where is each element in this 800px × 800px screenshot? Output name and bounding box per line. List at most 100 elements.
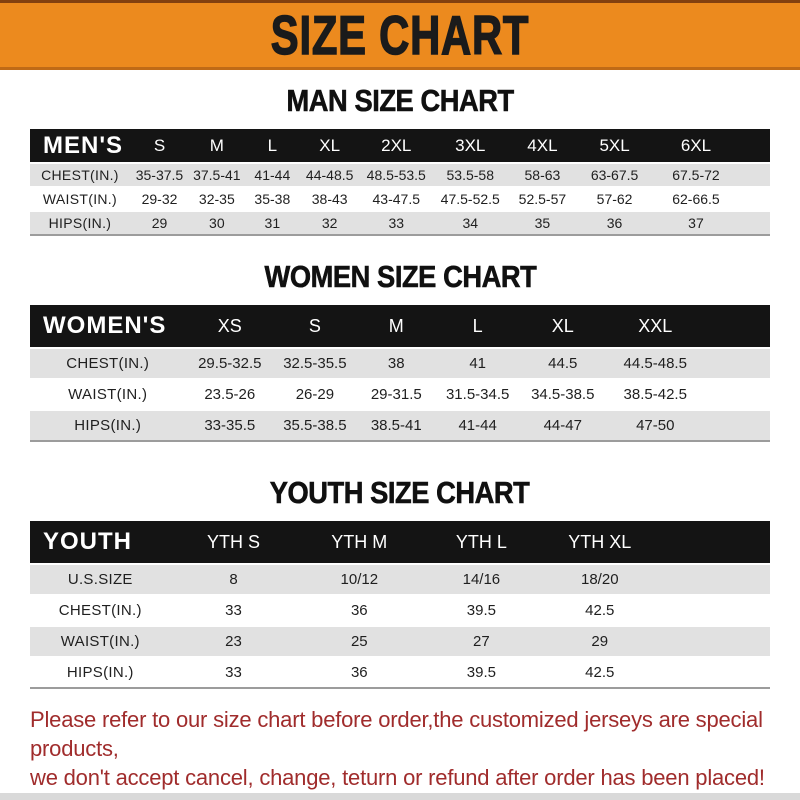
size-value-cell: 25 <box>296 625 423 657</box>
banner-title: SIZE CHART <box>270 3 530 66</box>
size-column-header: 5XL <box>577 129 652 163</box>
youth-size-table: YOUTH YTH S YTH M YTH L YTH XL U.S.SIZE 8 10/12… <box>30 521 770 689</box>
empty-cell <box>703 409 770 441</box>
measurement-row: WAIST(IN.) 23 25 27 29 <box>30 625 770 657</box>
size-header-row: WOMEN'S XS S M L XL XXL <box>30 305 770 348</box>
man-section-heading: MAN SIZE CHART <box>0 83 800 118</box>
size-value-cell: 34 <box>433 210 508 235</box>
size-value-cell: 36 <box>577 210 652 235</box>
size-value-cell: 31 <box>244 210 301 235</box>
row-label: CHEST(IN.) <box>30 162 130 187</box>
youth-section-heading: YOUTH SIZE CHART <box>0 475 800 510</box>
measurement-row: HIPS(IN.) 33-35.5 35.5-38.5 38.5-41 41-44 44-… <box>30 409 770 441</box>
table-group-label: WOMEN'S <box>30 305 186 348</box>
size-value-cell: 44-48.5 <box>300 162 360 187</box>
size-value-cell: 30 <box>189 210 245 235</box>
size-value-cell: 32.5-35.5 <box>274 347 356 379</box>
size-value-cell: 47.5-52.5 <box>433 186 508 211</box>
size-column-header: S <box>274 305 356 348</box>
size-value-cell: 57-62 <box>577 186 652 211</box>
men-size-table: MEN'S S M L XL 2XL 3XL 4XL 5XL 6XL CHEST(IN.) 35-37… <box>30 129 770 236</box>
size-column-header: 3XL <box>433 129 508 163</box>
row-label: U.S.SIZE <box>30 563 171 595</box>
row-label: HIPS(IN.) <box>30 409 186 441</box>
youth-section-heading-text: YOUTH SIZE CHART <box>270 475 531 510</box>
row-label: WAIST(IN.) <box>30 625 171 657</box>
measurement-row: WAIST(IN.) 29-32 32-35 35-38 38-43 43-47.5 47.… <box>30 186 770 211</box>
size-value-cell: 33 <box>170 594 297 626</box>
measurement-row: HIPS(IN.) 29 30 31 32 33 34 35 36 37 <box>30 210 770 235</box>
size-column-header: XXL <box>607 305 704 348</box>
women-size-table: WOMEN'S XS S M L XL XXL CHEST(IN.) 29.5-32.5 32.5… <box>30 305 770 442</box>
banner: SIZE CHART <box>0 0 800 70</box>
empty-cell <box>658 563 770 595</box>
size-value-cell: 38-43 <box>300 186 360 211</box>
size-column-header: YTH XL <box>540 521 659 564</box>
man-section-heading-text: MAN SIZE CHART <box>286 83 514 118</box>
empty-cell <box>740 162 770 187</box>
size-value-cell: 63-67.5 <box>577 162 652 187</box>
size-value-cell: 37 <box>651 210 741 235</box>
size-value-cell: 29-32 <box>129 186 190 211</box>
size-value-cell: 35 <box>507 210 578 235</box>
size-value-cell: 35-38 <box>244 186 301 211</box>
size-column-header: XL <box>518 305 608 348</box>
size-value-cell: 41 <box>436 347 519 379</box>
size-value-cell: 53.5-58 <box>433 162 508 187</box>
size-value-cell: 36 <box>296 594 423 626</box>
size-value-cell: 29 <box>540 625 659 657</box>
size-value-cell: 31.5-34.5 <box>436 378 519 410</box>
size-column-header: S <box>129 129 190 163</box>
size-value-cell: 38.5-41 <box>355 409 437 441</box>
size-value-cell: 35.5-38.5 <box>274 409 356 441</box>
empty-header-cell <box>658 521 770 564</box>
size-header-row: MEN'S S M L XL 2XL 3XL 4XL 5XL 6XL <box>30 129 770 163</box>
size-column-header: XS <box>185 305 275 348</box>
size-value-cell: 42.5 <box>540 656 659 688</box>
size-value-cell: 23 <box>170 625 297 657</box>
size-column-header: M <box>355 305 437 348</box>
measurement-row: U.S.SIZE 8 10/12 14/16 18/20 <box>30 563 770 595</box>
size-value-cell: 8 <box>170 563 297 595</box>
empty-cell <box>658 656 770 688</box>
measurement-row: WAIST(IN.) 23.5-26 26-29 29-31.5 31.5-34.5 34… <box>30 378 770 410</box>
disclaimer-line-2: we don't accept cancel, change, teturn o… <box>30 765 765 790</box>
row-label: CHEST(IN.) <box>30 347 186 379</box>
measurement-row: CHEST(IN.) 29.5-32.5 32.5-35.5 38 41 44.5 44.5… <box>30 347 770 379</box>
size-column-header: YTH M <box>296 521 423 564</box>
size-value-cell: 38.5-42.5 <box>607 378 704 410</box>
size-value-cell: 10/12 <box>296 563 423 595</box>
size-value-cell: 43-47.5 <box>359 186 434 211</box>
size-value-cell: 26-29 <box>274 378 356 410</box>
size-value-cell: 23.5-26 <box>185 378 275 410</box>
empty-header-cell <box>703 305 770 348</box>
size-value-cell: 37.5-41 <box>189 162 245 187</box>
size-value-cell: 44.5 <box>518 347 608 379</box>
measurement-row: CHEST(IN.) 33 36 39.5 42.5 <box>30 594 770 626</box>
size-value-cell: 41-44 <box>244 162 301 187</box>
size-value-cell: 58-63 <box>507 162 578 187</box>
size-value-cell: 29.5-32.5 <box>185 347 275 379</box>
row-label: HIPS(IN.) <box>30 656 171 688</box>
row-label: CHEST(IN.) <box>30 594 171 626</box>
bottom-edge-strip <box>0 793 800 800</box>
size-value-cell: 33 <box>170 656 297 688</box>
size-value-cell: 14/16 <box>422 563 541 595</box>
order-disclaimer: Please refer to our size chart before or… <box>30 705 800 792</box>
measurement-row: HIPS(IN.) 33 36 39.5 42.5 <box>30 656 770 688</box>
empty-cell <box>740 210 770 235</box>
size-value-cell: 32-35 <box>189 186 245 211</box>
size-column-header: 4XL <box>507 129 578 163</box>
size-column-header: YTH S <box>170 521 297 564</box>
size-value-cell: 67.5-72 <box>651 162 741 187</box>
size-value-cell: 38 <box>355 347 437 379</box>
size-value-cell: 18/20 <box>540 563 659 595</box>
size-column-header: XL <box>300 129 360 163</box>
size-column-header: L <box>436 305 519 348</box>
size-value-cell: 42.5 <box>540 594 659 626</box>
empty-cell <box>658 594 770 626</box>
size-column-header: 2XL <box>359 129 434 163</box>
size-value-cell: 44.5-48.5 <box>607 347 704 379</box>
size-header-row: YOUTH YTH S YTH M YTH L YTH XL <box>30 521 770 564</box>
